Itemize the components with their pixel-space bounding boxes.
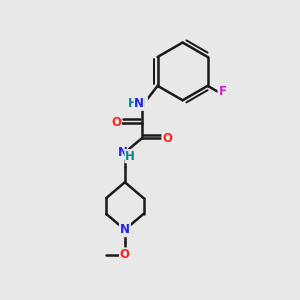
Text: O: O (111, 116, 121, 129)
Text: H: H (128, 97, 138, 110)
Text: O: O (162, 132, 172, 145)
Text: N: N (118, 146, 128, 159)
Text: O: O (120, 248, 130, 261)
Text: N: N (134, 97, 144, 110)
Text: F: F (218, 85, 226, 98)
Text: HN: HN (127, 97, 147, 110)
Text: H: H (125, 150, 135, 163)
Text: N: N (120, 223, 130, 236)
